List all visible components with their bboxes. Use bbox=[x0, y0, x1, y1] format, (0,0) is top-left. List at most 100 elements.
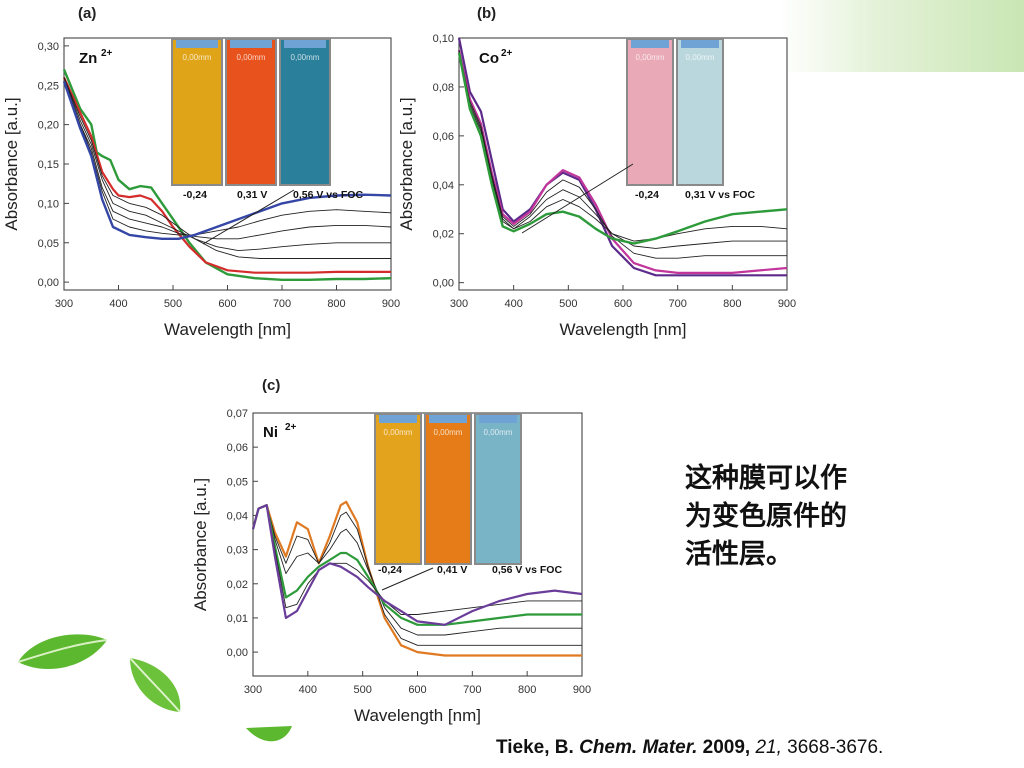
leaf-decoration-icon bbox=[129, 657, 181, 713]
y-axis-label: Absorbance [a.u.] bbox=[397, 97, 416, 230]
x-tick-label: 300 bbox=[450, 298, 468, 310]
caption-line: 这种膜可以作 bbox=[685, 463, 847, 494]
x-tick-label: 400 bbox=[299, 684, 317, 696]
x-tick-label: 800 bbox=[327, 298, 345, 310]
y-axis-label: Absorbance [a.u.] bbox=[191, 478, 210, 611]
y-tick-label: 0,02 bbox=[433, 229, 454, 241]
cuvette-label: 0,00mm bbox=[484, 428, 513, 437]
ion-label: Co bbox=[479, 50, 499, 67]
chart-b-svg: 300 400 500 600 700 800 900 0,00 0,02 0,04 0,06 0,0… bbox=[397, 5, 796, 339]
corner-decoration bbox=[780, 0, 1024, 72]
x-tick-label: 500 bbox=[164, 298, 182, 310]
ion-charge: 2+ bbox=[101, 48, 113, 59]
cuvette-photo bbox=[426, 415, 470, 563]
series-line bbox=[251, 500, 582, 657]
cuvette-cap bbox=[284, 40, 326, 48]
y-tick-label: 0,01 bbox=[227, 613, 248, 625]
chart-panel-c: 300 400 500 600 700 800 900 0,00 0,01 0,02 0,03 0,0… bbox=[190, 375, 600, 730]
x-tick-label: 400 bbox=[109, 298, 127, 310]
panel-label: (b) bbox=[477, 5, 496, 22]
citation-year: 2009, bbox=[702, 737, 751, 758]
x-tick-label: 300 bbox=[55, 298, 73, 310]
leaf-decoration-icon bbox=[17, 634, 108, 670]
y-tick-label: 0,04 bbox=[227, 510, 248, 522]
ion-charge: 2+ bbox=[501, 48, 513, 59]
caption-line: 活性层。 bbox=[685, 539, 793, 570]
ion-label: Ni bbox=[263, 424, 278, 441]
chart-panel-a: 300 400 500 600 700 800 900 0,00 0,05 0,10 0,15 0,2… bbox=[0, 0, 420, 360]
citation: Tieke, B. Chem. Mater. 2009, 21, 3668-36… bbox=[496, 737, 883, 759]
y-tick-label: 0,15 bbox=[38, 159, 59, 171]
cuvette-photo bbox=[628, 40, 672, 184]
ion-label: Zn bbox=[79, 50, 97, 67]
series-line bbox=[457, 52, 788, 245]
x-axis-label: Wavelength [nm] bbox=[164, 320, 291, 339]
series-line bbox=[251, 504, 582, 626]
citation-volume: 21, bbox=[755, 737, 782, 758]
caption-line: 为变色原件的 bbox=[685, 501, 847, 532]
y-tick-label: 0,30 bbox=[38, 41, 59, 53]
x-tick-label: 300 bbox=[244, 684, 262, 696]
series-line bbox=[252, 504, 582, 646]
series-line bbox=[62, 80, 392, 240]
series-line bbox=[457, 37, 787, 277]
y-tick-label: 0,06 bbox=[433, 131, 454, 143]
potential-label: -0,24 bbox=[635, 189, 659, 201]
series-line bbox=[457, 49, 788, 274]
x-tick-label: 800 bbox=[518, 684, 536, 696]
x-tick-label: 800 bbox=[723, 298, 741, 310]
x-tick-label: 500 bbox=[559, 298, 577, 310]
y-tick-label: 0,07 bbox=[227, 408, 248, 420]
potential-label: -0,24 bbox=[378, 564, 402, 576]
cuvette-cap bbox=[681, 40, 719, 48]
potential-label: -0,24 bbox=[183, 189, 207, 201]
cuvette-photo bbox=[678, 40, 722, 184]
x-tick-label: 600 bbox=[408, 684, 426, 696]
x-tick-label: 900 bbox=[573, 684, 591, 696]
cuvette-photo bbox=[173, 40, 221, 184]
y-tick-label: 0,06 bbox=[227, 442, 248, 454]
x-tick-label: 500 bbox=[353, 684, 371, 696]
ion-charge: 2+ bbox=[285, 422, 297, 433]
annotation-leader bbox=[521, 163, 634, 234]
y-tick-label: 0,04 bbox=[433, 180, 454, 192]
y-tick-label: 0,10 bbox=[38, 198, 59, 210]
x-tick-label: 700 bbox=[668, 298, 686, 310]
series-line bbox=[251, 504, 583, 626]
y-tick-label: 0,25 bbox=[38, 80, 59, 92]
chart-a-svg: 300 400 500 600 700 800 900 0,00 0,05 0,10 0,15 0,2… bbox=[2, 5, 400, 339]
cuvette-label: 0,00mm bbox=[686, 53, 715, 62]
cuvette-photo bbox=[476, 415, 520, 563]
slide-caption: 这种膜可以作 为变色原件的 活性层。 bbox=[685, 460, 905, 574]
cuvette-cap bbox=[230, 40, 272, 48]
x-axis-label: Wavelength [nm] bbox=[560, 320, 687, 339]
x-tick-label: 900 bbox=[382, 298, 400, 310]
potential-label: 0,56 V vs FOC bbox=[293, 189, 363, 201]
potential-label: 0,31 V bbox=[237, 189, 267, 201]
annotation-leader bbox=[202, 189, 295, 245]
cuvette-label: 0,00mm bbox=[183, 53, 212, 62]
citation-pages: 3668-3676. bbox=[787, 737, 884, 758]
cuvette-label: 0,00mm bbox=[434, 428, 463, 437]
panel-label: (a) bbox=[78, 5, 96, 22]
x-tick-label: 600 bbox=[218, 298, 236, 310]
cuvette-label: 0,00mm bbox=[291, 53, 320, 62]
potential-label: 0,56 V vs FOC bbox=[492, 564, 562, 576]
cuvette-cap bbox=[176, 40, 218, 48]
panel-label: (c) bbox=[262, 377, 280, 394]
y-axis-label: Absorbance [a.u.] bbox=[2, 97, 21, 230]
y-tick-label: 0,00 bbox=[433, 278, 454, 290]
x-tick-label: 600 bbox=[614, 298, 632, 310]
series-line bbox=[63, 81, 392, 236]
y-tick-label: 0,03 bbox=[227, 545, 248, 557]
series-line bbox=[63, 77, 391, 259]
cuvette-cap bbox=[479, 415, 517, 423]
y-tick-label: 0,02 bbox=[227, 579, 248, 591]
series-line bbox=[458, 50, 787, 259]
cuvette-cap bbox=[429, 415, 467, 423]
cuvette-label: 0,00mm bbox=[237, 53, 266, 62]
cuvette-photo bbox=[376, 415, 420, 563]
leaf-decoration-icon bbox=[246, 726, 292, 742]
cuvette-label: 0,00mm bbox=[636, 53, 665, 62]
plot-frame bbox=[458, 37, 788, 291]
